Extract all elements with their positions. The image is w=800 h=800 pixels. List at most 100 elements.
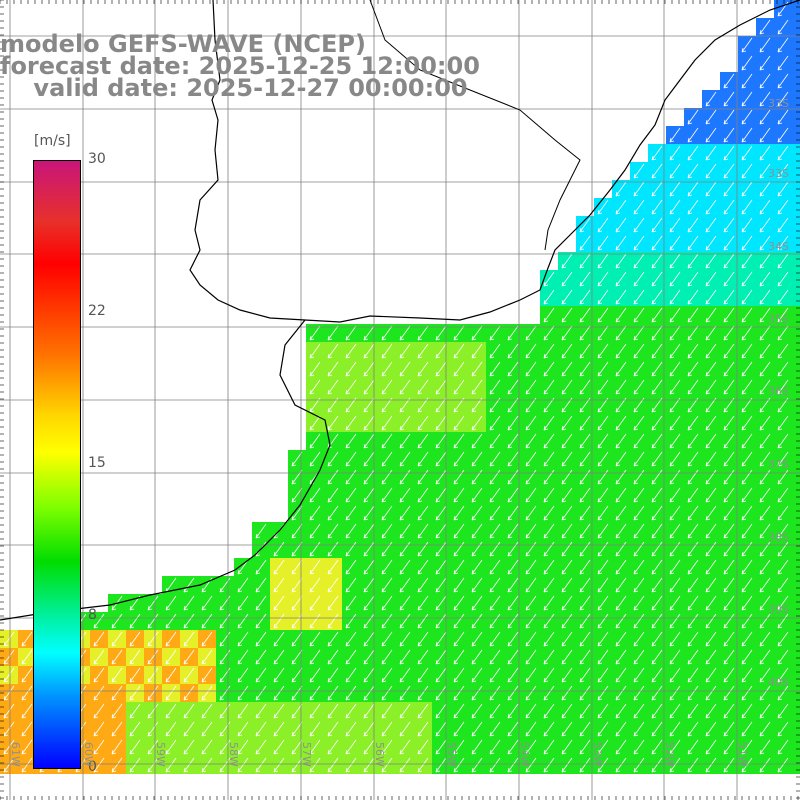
wind-arrow	[633, 577, 645, 593]
wind-arrow	[723, 307, 735, 323]
wind-arrow	[669, 739, 681, 755]
wind-arrow	[705, 631, 717, 647]
wind-arrow	[543, 469, 555, 485]
wind-arrow	[723, 739, 735, 755]
wind-arrow	[453, 721, 465, 737]
wind-arrow	[705, 577, 717, 593]
wind-arrow	[255, 595, 267, 611]
wind-arrow	[453, 451, 465, 467]
wind-arrow	[705, 253, 717, 269]
wind-arrow	[759, 163, 771, 179]
wind-arrow	[687, 505, 699, 521]
wind-arrow	[705, 469, 717, 485]
wind-arrow	[381, 541, 393, 557]
wind-arrow	[111, 667, 123, 683]
wind-arrow	[723, 379, 735, 395]
wind-arrow	[471, 469, 483, 485]
wind-arrow	[597, 739, 609, 755]
wind-arrow	[399, 523, 411, 539]
wind-arrow	[777, 523, 789, 539]
wind-arrow	[633, 469, 645, 485]
wind-arrow	[777, 253, 789, 269]
wind-arrow	[543, 559, 555, 575]
wind-arrow	[723, 289, 735, 305]
wind-arrow	[741, 739, 753, 755]
wind-arrow	[381, 577, 393, 593]
wind-arrow	[309, 685, 321, 701]
wind-arrow	[453, 325, 465, 341]
wind-arrow	[615, 667, 627, 683]
wind-arrow	[615, 181, 627, 197]
wind-arrow	[759, 595, 771, 611]
wind-arrow	[525, 649, 537, 665]
wind-arrow	[777, 487, 789, 503]
wind-arrow	[417, 649, 429, 665]
wind-arrow	[21, 757, 33, 773]
wind-arrow	[759, 415, 771, 431]
wind-arrow	[777, 595, 789, 611]
wind-arrow	[741, 559, 753, 575]
wind-arrow	[111, 685, 123, 701]
wind-arrow	[615, 631, 627, 647]
wind-arrow	[507, 631, 519, 647]
wind-arrow	[183, 721, 195, 737]
wind-arrow	[705, 667, 717, 683]
wind-speed-cell	[792, 0, 800, 18]
wind-arrow	[471, 649, 483, 665]
wind-arrow	[201, 739, 213, 755]
wind-arrow	[561, 415, 573, 431]
wind-arrow	[741, 415, 753, 431]
wind-arrow	[507, 343, 519, 359]
wind-arrow	[579, 217, 591, 233]
wind-arrow	[255, 649, 267, 665]
wind-arrow	[507, 451, 519, 467]
wind-arrow	[597, 451, 609, 467]
wind-arrow	[705, 127, 717, 143]
wind-arrow	[435, 649, 447, 665]
wind-arrow	[759, 199, 771, 215]
wind-arrow	[363, 739, 375, 755]
wind-arrow	[381, 595, 393, 611]
wind-arrow	[327, 469, 339, 485]
wind-arrow	[705, 559, 717, 575]
wind-arrow	[705, 199, 717, 215]
title-model: modelo GEFS-WAVE (NCEP)	[0, 30, 366, 58]
wind-arrow	[579, 487, 591, 503]
wind-speed-cell	[792, 630, 800, 648]
wind-arrow	[687, 649, 699, 665]
wind-arrow	[633, 289, 645, 305]
wind-arrow	[543, 289, 555, 305]
wind-arrow	[777, 757, 789, 773]
wind-arrow	[759, 649, 771, 665]
wind-arrow	[309, 487, 321, 503]
wind-arrow	[489, 505, 501, 521]
wind-arrow	[669, 667, 681, 683]
wind-arrow	[633, 343, 645, 359]
wind-arrow	[399, 577, 411, 593]
wind-arrow	[435, 505, 447, 521]
wind-arrow	[579, 433, 591, 449]
wind-arrow	[723, 109, 735, 125]
wind-arrow	[723, 145, 735, 161]
wind-arrow	[723, 343, 735, 359]
wind-arrow	[741, 343, 753, 359]
wind-arrow	[705, 289, 717, 305]
wind-arrow	[723, 415, 735, 431]
wind-arrow	[345, 415, 357, 431]
coastline-inland	[369, 0, 581, 251]
wind-arrow	[471, 523, 483, 539]
wind-arrow	[777, 55, 789, 71]
wind-arrow	[435, 415, 447, 431]
wind-arrow	[741, 541, 753, 557]
wind-arrow	[525, 721, 537, 737]
wind-arrow	[561, 505, 573, 521]
wind-arrow	[363, 595, 375, 611]
wind-arrow	[777, 613, 789, 629]
wind-arrow	[759, 469, 771, 485]
lon-label: 58W	[227, 742, 240, 767]
wind-arrow	[705, 145, 717, 161]
lon-label: 57W	[300, 742, 313, 767]
wind-arrow	[237, 703, 249, 719]
wind-arrow	[201, 667, 213, 683]
wind-arrow	[525, 613, 537, 629]
